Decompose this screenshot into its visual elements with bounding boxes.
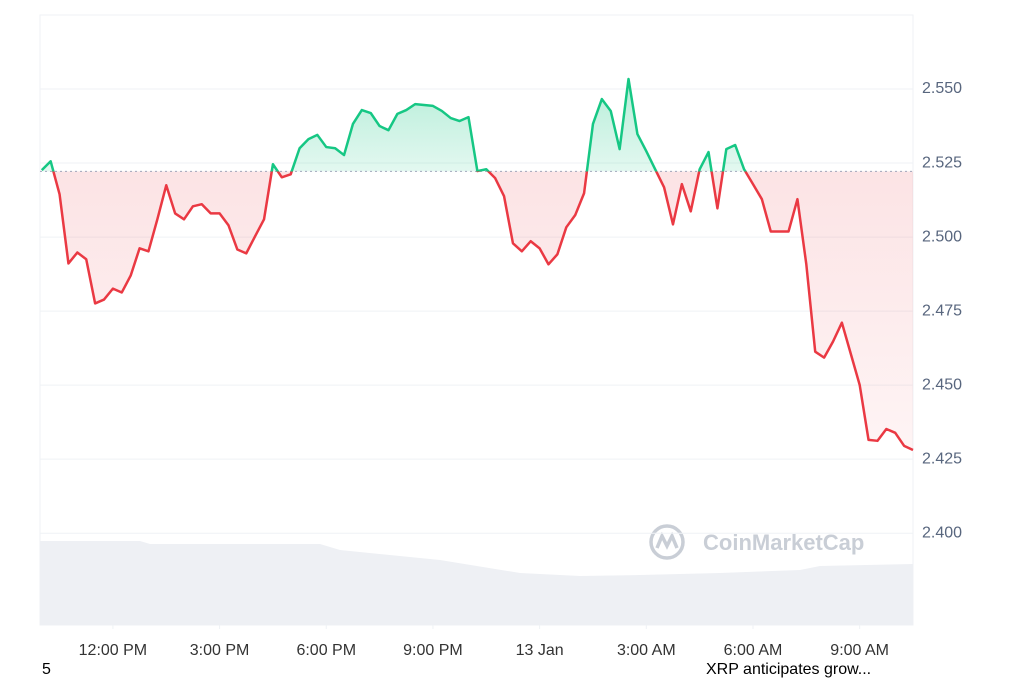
footer-left: 5 [42,661,51,678]
watermark-logo [649,524,685,560]
watermark: CoinMarketCap [703,530,864,555]
x-tick-label: 6:00 PM [296,642,356,659]
x-tick-label: 13 Jan [516,642,564,659]
footer-right: XRP anticipates grow... [706,661,871,678]
area-fill [41,78,913,450]
y-tick-label: 2.400 [922,524,962,541]
y-tick-label: 2.500 [922,228,962,245]
y-tick-label: 2.550 [922,80,962,97]
y-tick-label: 2.525 [922,154,962,171]
x-tick-label: 6:00 AM [724,642,783,659]
x-tick-label: 9:00 PM [403,642,463,659]
y-tick-label: 2.450 [922,376,962,393]
x-tick-label: 3:00 PM [190,642,250,659]
price-line [40,77,914,452]
x-tick-label: 9:00 AM [830,642,889,659]
x-tick-label: 12:00 PM [79,642,147,659]
y-tick-label: 2.425 [922,450,962,467]
x-tick-label: 3:00 AM [617,642,676,659]
volume-area [40,541,913,625]
y-tick-label: 2.475 [922,302,962,319]
